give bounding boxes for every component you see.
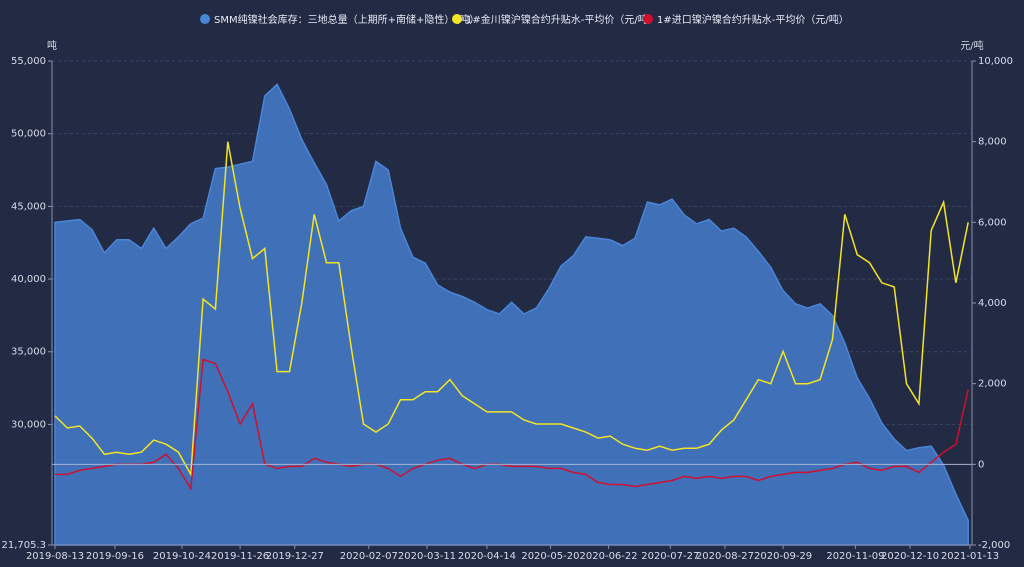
y2-tick-label: 8,000 xyxy=(978,137,1007,148)
y2-tick-label: 10,000 xyxy=(978,56,1013,67)
y-tick-label: 45,000 xyxy=(11,201,46,212)
legend-marker xyxy=(200,14,210,24)
x-tick-label: 2019-11-26 xyxy=(211,551,269,562)
line xyxy=(55,358,969,491)
x-tick-label: 2020-08-27 xyxy=(696,551,754,562)
x-tick-label: 2020-09-29 xyxy=(754,551,812,562)
x-tick-label: 2020-04-14 xyxy=(458,551,516,562)
y2-tick-label: 0 xyxy=(978,459,984,470)
y-tick-label: 30,000 xyxy=(11,419,46,430)
legend-label: SMM纯镍社会库存：三地总量（上期所+南储+隐性）（吨） xyxy=(214,13,479,26)
x-tick-label: 2019-08-13 xyxy=(26,551,84,562)
y-tick-label: 21,705.3 xyxy=(1,540,46,551)
legend-label: 1#金川镍沪镍合约升贴水-平均价（元/吨） xyxy=(466,13,658,26)
x-tick-label: 2020-07-27 xyxy=(641,551,699,562)
x-tick-label: 2020-06-22 xyxy=(580,551,638,562)
legend-item: 1#金川镍沪镍合约升贴水-平均价（元/吨） xyxy=(452,13,658,26)
legend-marker xyxy=(452,14,462,24)
x-tick-label: 2019-10-24 xyxy=(153,551,211,562)
y-axis-unit: 吨 xyxy=(47,39,57,52)
x-tick-label: 2020-05-20 xyxy=(521,551,579,562)
area xyxy=(54,83,969,546)
y2-tick-label: 2,000 xyxy=(978,379,1007,390)
x-tick-label: 2019-09-16 xyxy=(86,551,144,562)
x-tick-label: 2020-03-11 xyxy=(398,551,456,562)
x-tick-label: 2020-02-07 xyxy=(340,551,398,562)
y-tick-label: 55,000 xyxy=(11,56,46,67)
y2-axis-unit: 元/吨 xyxy=(960,39,983,52)
line xyxy=(54,141,969,477)
y2-tick-label: 6,000 xyxy=(978,217,1007,228)
legend-label: 1#进口镍沪镍合约升贴水-平均价（元/吨） xyxy=(657,13,849,26)
x-tick-label: 2020-11-09 xyxy=(826,551,884,562)
legend-item: SMM纯镍社会库存：三地总量（上期所+南储+隐性）（吨） xyxy=(200,13,479,26)
legend-marker xyxy=(643,14,653,24)
y2-tick-label: -2,000 xyxy=(978,540,1010,551)
legend-item: 1#进口镍沪镍合约升贴水-平均价（元/吨） xyxy=(643,13,849,26)
y-tick-label: 35,000 xyxy=(11,347,46,358)
y2-tick-label: 4,000 xyxy=(978,298,1007,309)
x-tick-label: 2021-01-13 xyxy=(941,551,999,562)
x-tick-label: 2020-12-10 xyxy=(881,551,939,562)
y-tick-label: 40,000 xyxy=(11,274,46,285)
x-tick-label: 2019-12-27 xyxy=(266,551,324,562)
y-tick-label: 50,000 xyxy=(11,129,46,140)
